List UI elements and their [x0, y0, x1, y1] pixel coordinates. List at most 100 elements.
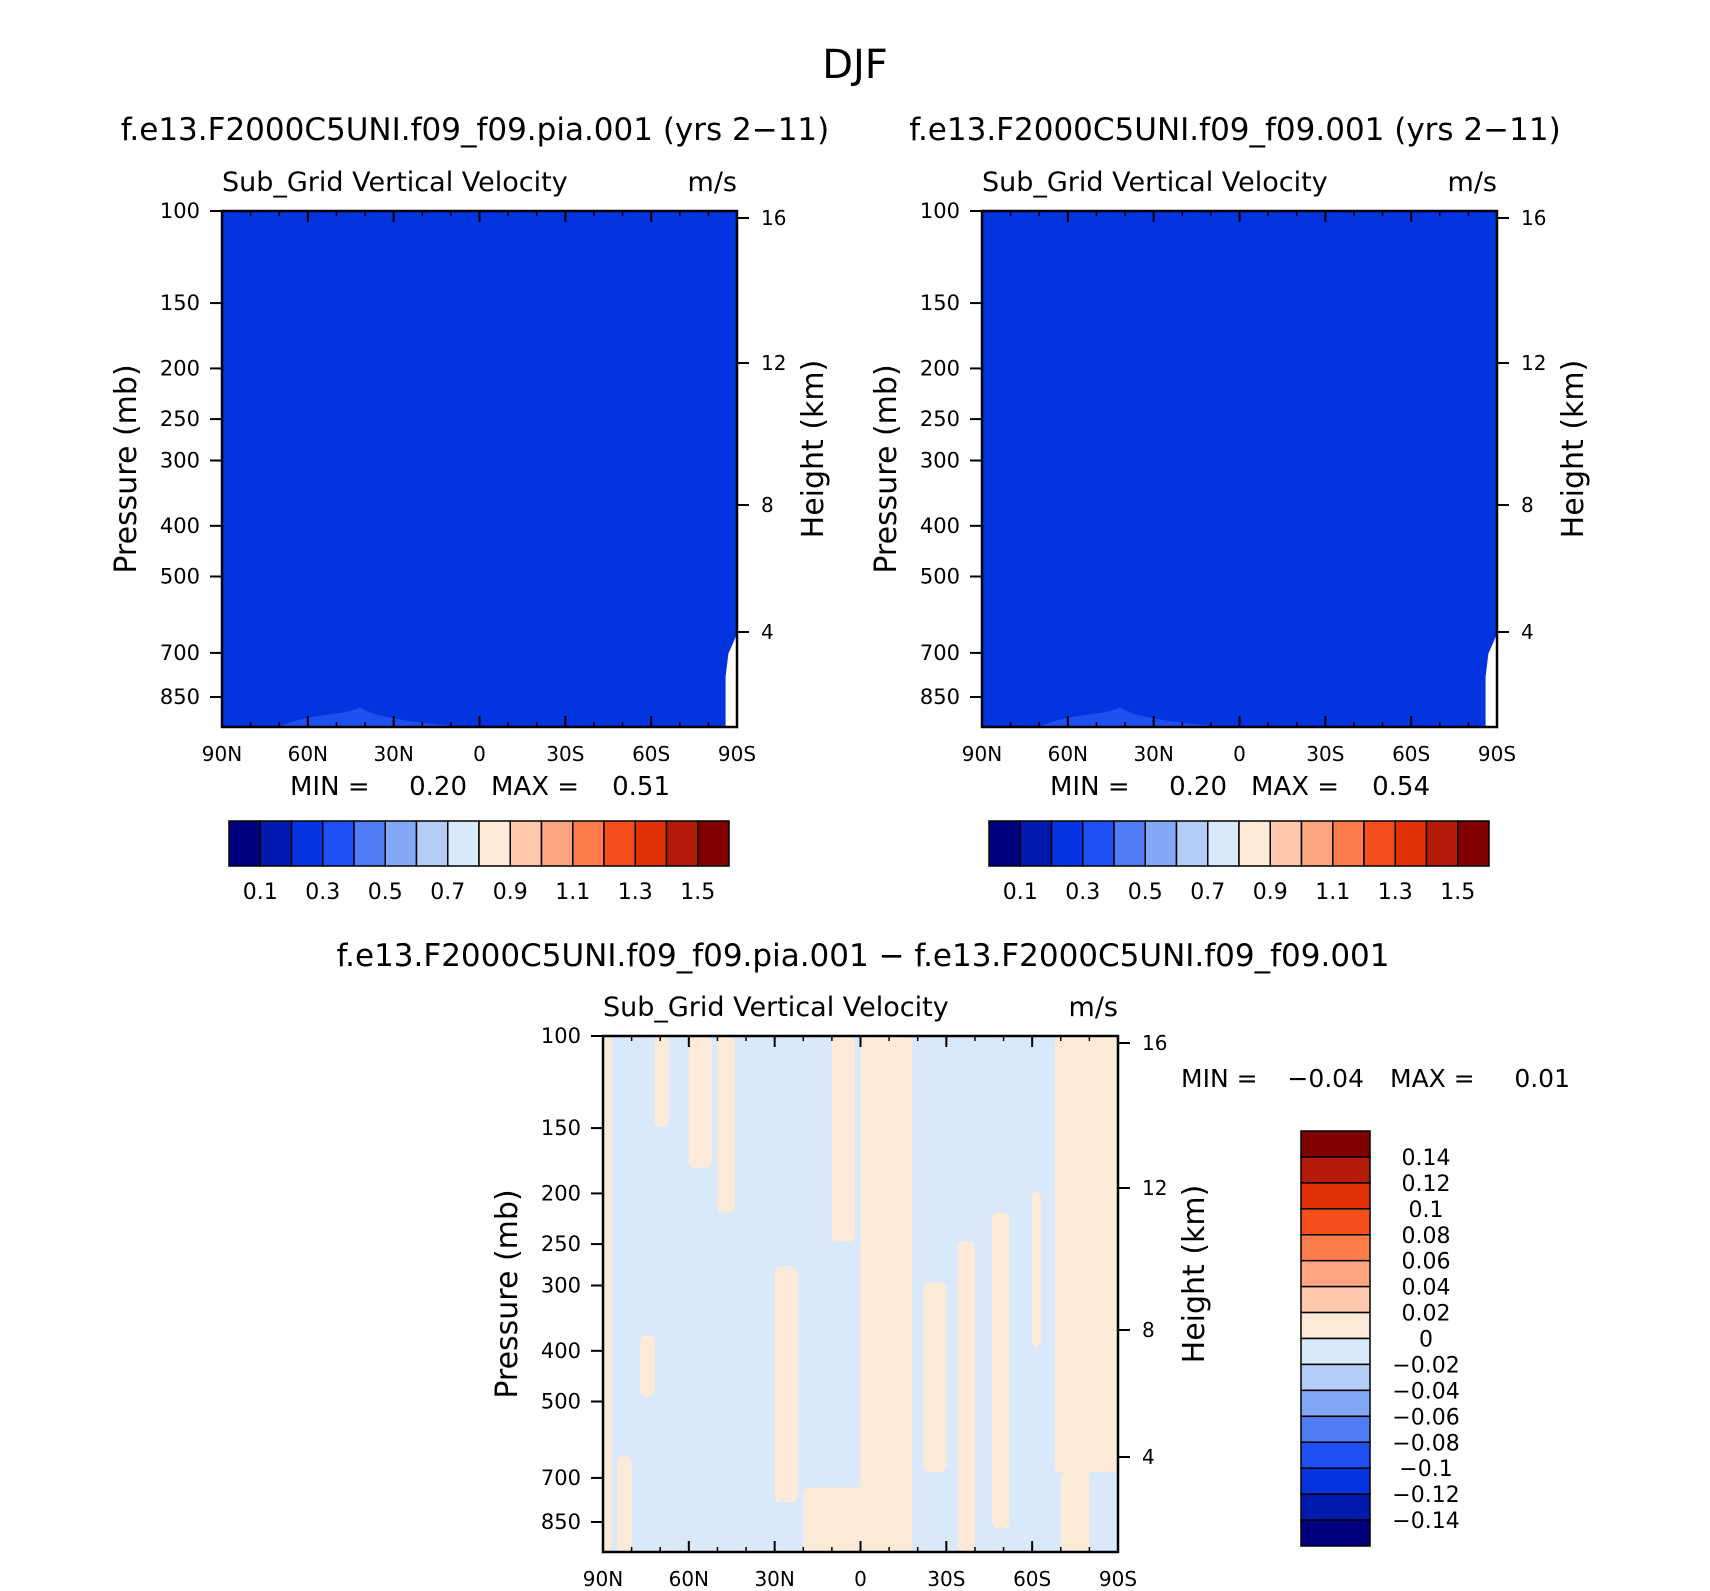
- colorbar-cell: [1394, 820, 1428, 867]
- y-tick-label: 850: [160, 685, 200, 709]
- max-value: 0.01: [1514, 1064, 1570, 1093]
- x-tick-label: 90S: [1099, 1567, 1137, 1591]
- colorbar-cell: [1457, 820, 1490, 867]
- x-tick-label: 60N: [288, 742, 328, 766]
- surface-bump: [1039, 707, 1226, 727]
- colorbar-cell: [1300, 1311, 1371, 1340]
- colorbar-cell: [572, 820, 605, 867]
- max-value: 0.51: [612, 772, 670, 802]
- colorbar-label: 0.5: [368, 880, 403, 905]
- colorbar-cell: [1300, 1156, 1371, 1184]
- y-tick-label: 100: [160, 199, 200, 223]
- y-tick-label: 250: [920, 407, 960, 431]
- y2-tick-label: 16: [761, 206, 786, 230]
- colorbar-label: 0.1: [1409, 1198, 1444, 1223]
- y-tick-label: 150: [541, 1116, 581, 1140]
- positive-region: [617, 1455, 632, 1552]
- colorbar-cell: [1300, 1234, 1371, 1262]
- min-value: 0.20: [1169, 772, 1227, 802]
- colorbar-cell: [1300, 1493, 1371, 1521]
- field-fill: [982, 211, 1497, 727]
- y2-axis-label: Height (km): [796, 360, 831, 539]
- y2-tick-label: 16: [1142, 1031, 1167, 1055]
- x-tick-label: 60N: [1048, 742, 1088, 766]
- x-tick-label: 60S: [1392, 742, 1430, 766]
- colorbar-cell: [1207, 820, 1240, 867]
- colorbar-cell: [322, 820, 355, 867]
- plot-area: [222, 211, 737, 727]
- colorbar-cell: [447, 820, 480, 867]
- x-tick-label: 90N: [583, 1567, 623, 1591]
- positive-region: [774, 1266, 798, 1502]
- colorbar-label: 1.3: [1378, 880, 1413, 905]
- y-tick-label: 500: [920, 565, 960, 589]
- colorbar-cell: [478, 820, 511, 867]
- y2-tick-label: 12: [1521, 351, 1546, 375]
- colorbar-cell: [1175, 820, 1209, 867]
- y-tick-label: 250: [541, 1232, 581, 1256]
- colorbar-label: 0.9: [1253, 880, 1288, 905]
- x-tick-label: 60S: [1013, 1567, 1051, 1591]
- colorbar-cell: [603, 820, 636, 867]
- colorbar-label: 0.7: [1190, 880, 1225, 905]
- colorbar-cell: [1300, 1285, 1371, 1314]
- colorbar-label: −0.08: [1392, 1431, 1459, 1456]
- colorbar-label: 0.04: [1402, 1276, 1451, 1301]
- positive-region: [992, 1212, 1010, 1529]
- colorbar-label: 1.1: [1315, 880, 1350, 905]
- positive-region: [717, 1036, 735, 1213]
- colorbar-cell: [1082, 820, 1115, 867]
- y2-tick-label: 4: [1142, 1445, 1155, 1469]
- x-tick-label: 0: [854, 1567, 867, 1591]
- x-tick-label: 0: [1233, 742, 1246, 766]
- y-tick-label: 150: [160, 291, 200, 315]
- colorbar-cell: [1113, 820, 1146, 867]
- x-tick-label: 30N: [1133, 742, 1173, 766]
- colorbar-cell: [1300, 1519, 1371, 1547]
- surface-bump: [279, 707, 466, 727]
- colorbar-cell: [1300, 1441, 1371, 1469]
- colorbar-cell: [1425, 820, 1459, 867]
- colorbar-cell: [665, 820, 699, 867]
- y2-tick-label: 12: [1142, 1176, 1167, 1200]
- colorbar-cell: [1300, 1415, 1371, 1443]
- colorbar-cell: [1300, 1467, 1371, 1495]
- y-tick-label: 850: [541, 1510, 581, 1534]
- colorbar-cell: [353, 820, 386, 867]
- min-label: MIN =: [1050, 772, 1130, 802]
- y-tick-label: 700: [541, 1466, 581, 1490]
- min-label: MIN =: [1181, 1064, 1258, 1093]
- y2-tick-label: 12: [761, 351, 786, 375]
- y-tick-label: 700: [920, 641, 960, 665]
- y2-tick-label: 8: [761, 493, 774, 517]
- colorbar-label: 1.1: [555, 880, 590, 905]
- colorbar-cell: [697, 820, 730, 867]
- colorbar-cell: [1269, 820, 1303, 867]
- y-axis-label: Pressure (mb): [869, 364, 904, 573]
- colorbar-label: 1.5: [1440, 880, 1475, 905]
- positive-region: [957, 1241, 975, 1552]
- y-tick-label: 100: [920, 199, 960, 223]
- y-axis-label: Pressure (mb): [109, 364, 144, 573]
- colorbar-label: 0.12: [1402, 1172, 1451, 1197]
- y-axis-label: Pressure (mb): [490, 1189, 525, 1398]
- colorbar-cell: [540, 820, 574, 867]
- colorbar-label: 0.3: [305, 880, 340, 905]
- y2-tick-label: 4: [761, 620, 774, 644]
- panel-subtitle-right: m/s: [1069, 992, 1118, 1023]
- colorbar-cell: [259, 820, 293, 867]
- x-tick-label: 30S: [546, 742, 584, 766]
- min-value: −0.04: [1287, 1064, 1364, 1093]
- positive-region: [860, 1036, 912, 1552]
- colorbar-label: −0.02: [1392, 1353, 1459, 1378]
- colorbar-label: 0.5: [1128, 880, 1163, 905]
- y2-axis-label: Height (km): [1556, 360, 1591, 539]
- colorbar-cell: [1238, 820, 1271, 867]
- colorbar-label: 0.06: [1402, 1250, 1451, 1275]
- panel-title: f.e13.F2000C5UNI.f09_f09.001 (yrs 2−11): [909, 112, 1560, 148]
- panel-subtitle-left: Sub_Grid Vertical Velocity: [982, 167, 1328, 198]
- x-tick-label: 90S: [1478, 742, 1516, 766]
- y-tick-label: 850: [920, 685, 960, 709]
- x-tick-label: 30S: [1306, 742, 1344, 766]
